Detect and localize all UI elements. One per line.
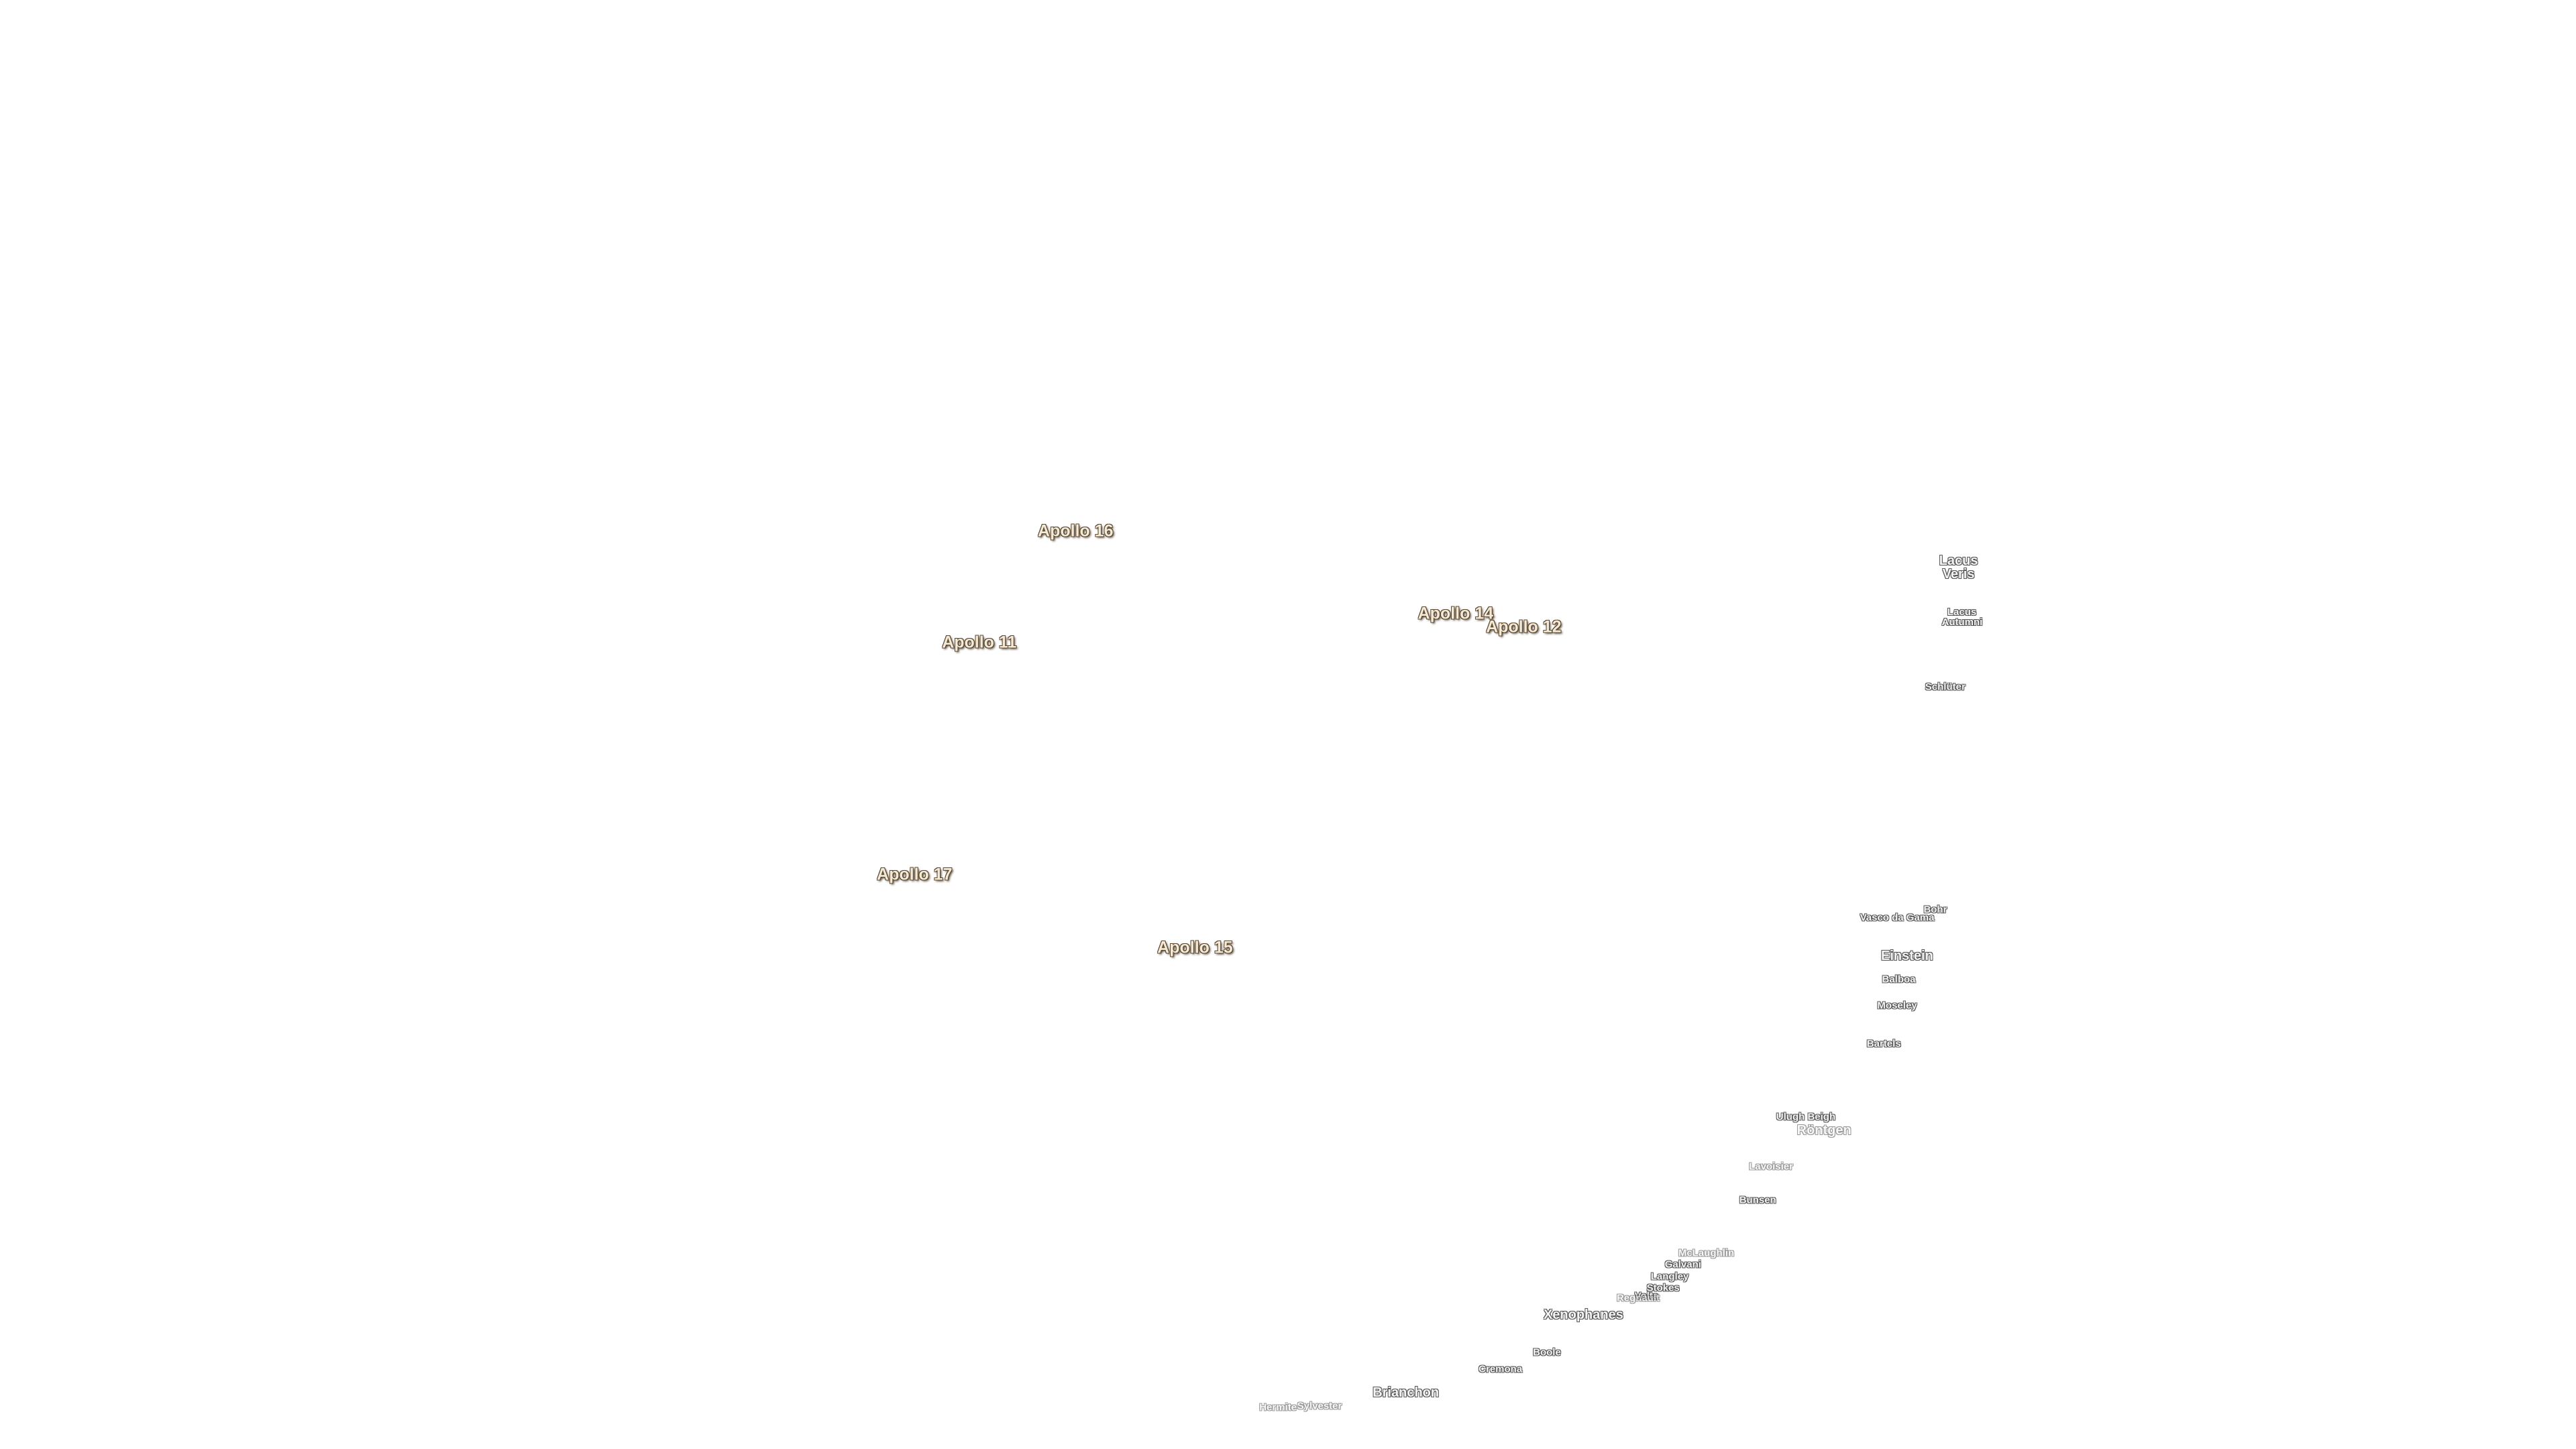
feature-label[interactable]: Regnault [1616, 1292, 1660, 1304]
feature-label[interactable]: Lacus Autumni [1941, 606, 1983, 629]
feature-label[interactable]: Einstein [1880, 949, 1933, 964]
apollo-site-label[interactable]: Apollo 17 [877, 865, 953, 884]
feature-label[interactable]: Lavoisier [1749, 1161, 1793, 1173]
feature-label[interactable]: Galvani [1664, 1258, 1701, 1271]
feature-label[interactable]: Vasco da Gama [1860, 912, 1935, 924]
feature-label[interactable]: Balboa [1882, 973, 1916, 985]
feature-label[interactable]: Stokes [1646, 1282, 1680, 1294]
feature-label[interactable]: Volta [1634, 1290, 1659, 1302]
feature-label[interactable]: Hermite [1259, 1401, 1297, 1413]
feature-label[interactable]: Boole [1533, 1346, 1561, 1358]
apollo-site-label[interactable]: Apollo 16 [1038, 521, 1114, 541]
feature-label[interactable]: Brianchon [1373, 1385, 1440, 1400]
feature-label[interactable]: Xenophanes [1543, 1307, 1623, 1322]
apollo-site-label[interactable]: Apollo 12 [1486, 617, 1562, 637]
feature-label[interactable]: McLaughlin [1678, 1247, 1735, 1259]
feature-label[interactable]: Langley [1650, 1271, 1689, 1283]
feature-label[interactable]: Bunsen [1739, 1194, 1776, 1206]
apollo-site-label[interactable]: Apollo 11 [942, 633, 1017, 652]
feature-label[interactable]: Röntgen [1796, 1122, 1851, 1138]
feature-label[interactable]: Schlüter [1925, 681, 1966, 693]
feature-label[interactable]: Lacus Veris [1939, 553, 1978, 582]
apollo-site-label[interactable]: Apollo 14 [1417, 604, 1494, 623]
feature-label[interactable]: Ulugh Beigh [1776, 1111, 1836, 1123]
feature-label[interactable]: Bartels [1866, 1038, 1901, 1050]
apollo-site-label[interactable]: Apollo 15 [1157, 938, 1233, 957]
feature-label[interactable]: Sylvester [1297, 1400, 1342, 1412]
feature-label[interactable]: Cremona [1479, 1363, 1523, 1375]
feature-label[interactable]: Bohr [1923, 904, 1947, 916]
feature-label[interactable]: Moseley [1877, 1000, 1917, 1012]
